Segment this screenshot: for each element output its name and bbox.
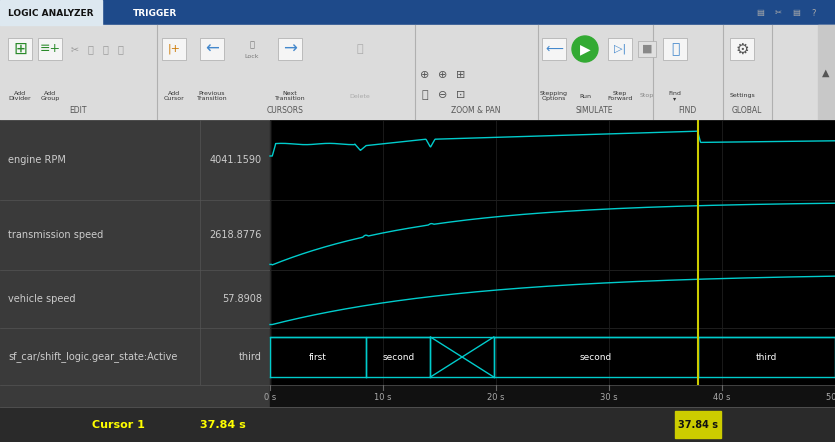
Text: Delete: Delete (350, 94, 371, 99)
Bar (38, 38, 62, 60)
Text: 4041.1590: 4041.1590 (210, 155, 262, 165)
Circle shape (572, 36, 598, 62)
Text: 30 s: 30 s (600, 392, 618, 401)
Bar (0, 25, 835, 120)
Text: Stop: Stop (640, 94, 654, 99)
Text: ✂: ✂ (775, 8, 782, 18)
Text: 57.8908: 57.8908 (222, 294, 262, 304)
Text: ⊞: ⊞ (13, 40, 27, 58)
Text: 🔍: 🔍 (671, 42, 679, 56)
Text: Previous
Transition: Previous Transition (197, 91, 227, 101)
Bar (278, 38, 302, 60)
Text: ZOOM & PAN: ZOOM & PAN (451, 106, 501, 115)
Text: ▤: ▤ (792, 8, 800, 18)
Text: ←: ← (205, 40, 219, 58)
Text: Settings: Settings (729, 94, 755, 99)
Text: ⚙: ⚙ (735, 42, 749, 57)
Text: third: third (756, 353, 777, 362)
Bar (8, 38, 32, 60)
Text: FIND: FIND (678, 106, 696, 115)
Text: second: second (382, 353, 414, 362)
Text: ⎗: ⎗ (102, 44, 108, 54)
Text: →: → (283, 40, 297, 58)
Text: 2618.8776: 2618.8776 (210, 230, 262, 240)
Bar (675, 411, 721, 438)
Text: Find
▾: Find ▾ (669, 91, 681, 101)
Text: ⊕: ⊕ (438, 70, 448, 80)
Text: ?: ? (812, 8, 817, 18)
Text: ⎘: ⎘ (87, 44, 93, 54)
Text: ▶: ▶ (579, 42, 590, 56)
Text: ⊞: ⊞ (456, 70, 466, 80)
Text: transmission speed: transmission speed (8, 230, 104, 240)
Text: 🔒: 🔒 (250, 41, 255, 50)
Text: Step
Forward: Step Forward (607, 91, 633, 101)
Bar (162, 38, 186, 60)
Text: first: first (309, 353, 327, 362)
Text: sf_car/shift_logic.gear_state:Active: sf_car/shift_logic.gear_state:Active (8, 351, 177, 362)
Bar (0, 0, 835, 25)
Text: Lock: Lock (245, 53, 259, 58)
Text: 50 s: 50 s (827, 392, 835, 401)
Text: Next
Transition: Next Transition (275, 91, 306, 101)
Bar (638, 41, 656, 57)
Text: engine RPM: engine RPM (8, 155, 66, 165)
Text: ✂: ✂ (71, 44, 79, 54)
Text: ■: ■ (642, 44, 652, 54)
Text: 0 s: 0 s (264, 392, 276, 401)
Text: ⊡: ⊡ (456, 90, 466, 100)
Bar (542, 38, 566, 60)
Text: ▤: ▤ (756, 8, 764, 18)
Text: second: second (579, 353, 612, 362)
Bar (818, 25, 835, 120)
Text: GLOBAL: GLOBAL (731, 106, 762, 115)
Text: vehicle speed: vehicle speed (8, 294, 75, 304)
Text: EDIT: EDIT (69, 106, 87, 115)
Text: ⊕: ⊕ (420, 70, 430, 80)
Text: Add
Divider: Add Divider (8, 91, 32, 101)
Text: ⊖: ⊖ (438, 90, 448, 100)
Text: Add
Cursor: Add Cursor (164, 91, 185, 101)
Text: ≡+: ≡+ (39, 42, 61, 56)
Text: 37.84 s: 37.84 s (200, 419, 245, 430)
Bar (0, 0, 102, 25)
Text: LOGIC ANALYZER: LOGIC ANALYZER (8, 8, 94, 18)
Text: ⟵: ⟵ (545, 42, 563, 56)
Text: CURSORS: CURSORS (266, 106, 303, 115)
Text: ✋: ✋ (422, 90, 428, 100)
Bar (663, 38, 687, 60)
Text: 20 s: 20 s (488, 392, 504, 401)
Text: SIMULATE: SIMULATE (575, 106, 613, 115)
Bar (0, 120, 270, 385)
Bar (200, 38, 224, 60)
Text: 🗑: 🗑 (117, 44, 123, 54)
Text: Cursor 1: Cursor 1 (92, 419, 145, 430)
Text: ▲: ▲ (822, 68, 830, 78)
Bar (270, 385, 835, 407)
Bar (608, 38, 632, 60)
Text: |+: |+ (168, 44, 180, 54)
Text: 10 s: 10 s (374, 392, 392, 401)
Text: third: third (239, 351, 262, 362)
Text: 🗑: 🗑 (357, 44, 363, 54)
Text: Run: Run (579, 94, 591, 99)
Text: Stepping
Options: Stepping Options (540, 91, 568, 101)
Text: 40 s: 40 s (713, 392, 731, 401)
Text: 37.84 s: 37.84 s (677, 419, 717, 430)
Text: Add
Group: Add Group (40, 91, 59, 101)
Bar (0, 385, 270, 407)
Text: ▷|: ▷| (614, 44, 626, 54)
Text: TRIGGER: TRIGGER (133, 8, 177, 18)
Bar (730, 38, 754, 60)
Bar (270, 120, 835, 385)
